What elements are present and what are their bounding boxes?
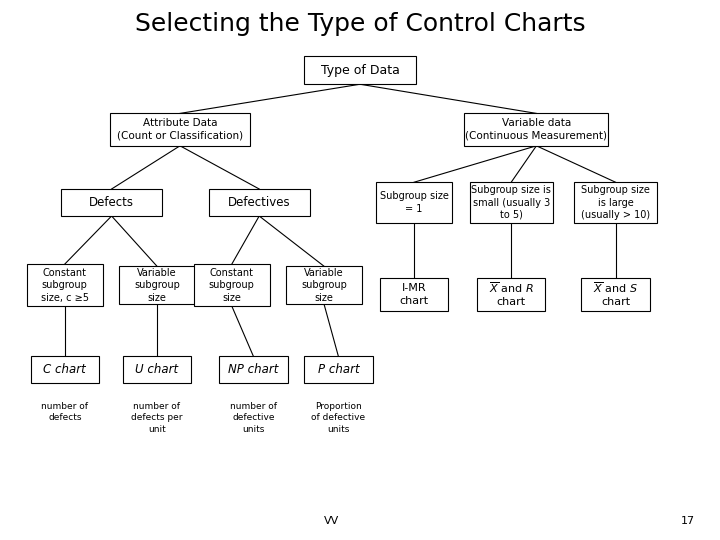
Text: Variable data
(Continuous Measurement): Variable data (Continuous Measurement) bbox=[465, 118, 608, 141]
Text: chart: chart bbox=[601, 297, 630, 307]
Text: number of
defective
units: number of defective units bbox=[230, 402, 277, 434]
FancyBboxPatch shape bbox=[477, 278, 546, 310]
FancyBboxPatch shape bbox=[27, 264, 102, 306]
Text: Variable
subgroup
size: Variable subgroup size bbox=[134, 268, 180, 302]
Text: Type of Data: Type of Data bbox=[320, 64, 400, 77]
Text: NP chart: NP chart bbox=[228, 363, 279, 376]
Text: Variable
subgroup
size: Variable subgroup size bbox=[301, 268, 347, 302]
Text: Subgroup size
= 1: Subgroup size = 1 bbox=[379, 191, 449, 214]
Text: Attribute Data
(Count or Classification): Attribute Data (Count or Classification) bbox=[117, 118, 243, 141]
Text: number of
defects per
unit: number of defects per unit bbox=[131, 402, 183, 434]
FancyBboxPatch shape bbox=[122, 356, 191, 383]
FancyBboxPatch shape bbox=[380, 278, 448, 310]
FancyBboxPatch shape bbox=[220, 356, 288, 383]
Text: chart: chart bbox=[497, 297, 526, 307]
FancyBboxPatch shape bbox=[287, 266, 362, 304]
Text: Constant
subgroup
size: Constant subgroup size bbox=[209, 268, 255, 302]
Text: P chart: P chart bbox=[318, 363, 359, 376]
FancyBboxPatch shape bbox=[582, 278, 649, 310]
Text: U chart: U chart bbox=[135, 363, 179, 376]
Text: Defectives: Defectives bbox=[228, 196, 290, 209]
Text: I-MR
chart: I-MR chart bbox=[400, 283, 428, 306]
FancyBboxPatch shape bbox=[120, 266, 194, 304]
FancyBboxPatch shape bbox=[575, 183, 657, 222]
FancyBboxPatch shape bbox=[109, 113, 251, 146]
Text: Constant
subgroup
size, c ≥5: Constant subgroup size, c ≥5 bbox=[41, 268, 89, 302]
Text: C chart: C chart bbox=[43, 363, 86, 376]
Text: Subgroup size
is large
(usually > 10): Subgroup size is large (usually > 10) bbox=[581, 185, 650, 220]
FancyBboxPatch shape bbox=[209, 189, 310, 216]
Text: $\overline{X}$ and $S$: $\overline{X}$ and $S$ bbox=[593, 280, 638, 295]
FancyBboxPatch shape bbox=[469, 183, 553, 222]
FancyBboxPatch shape bbox=[61, 189, 162, 216]
Text: VV: VV bbox=[323, 516, 339, 526]
FancyBboxPatch shape bbox=[304, 56, 416, 84]
FancyBboxPatch shape bbox=[30, 356, 99, 383]
FancyBboxPatch shape bbox=[304, 356, 373, 383]
Text: 17: 17 bbox=[680, 516, 695, 526]
Text: Selecting the Type of Control Charts: Selecting the Type of Control Charts bbox=[135, 12, 585, 36]
FancyBboxPatch shape bbox=[376, 183, 452, 222]
Text: number of
defects: number of defects bbox=[41, 402, 89, 422]
FancyBboxPatch shape bbox=[194, 264, 269, 306]
Text: $\overline{X}$ and $R$: $\overline{X}$ and $R$ bbox=[489, 280, 534, 295]
Text: Subgroup size is
small (usually 3
to 5): Subgroup size is small (usually 3 to 5) bbox=[472, 185, 551, 220]
Text: Defects: Defects bbox=[89, 196, 134, 209]
Text: Proportion
of defective
units: Proportion of defective units bbox=[311, 402, 366, 434]
FancyBboxPatch shape bbox=[464, 113, 608, 146]
